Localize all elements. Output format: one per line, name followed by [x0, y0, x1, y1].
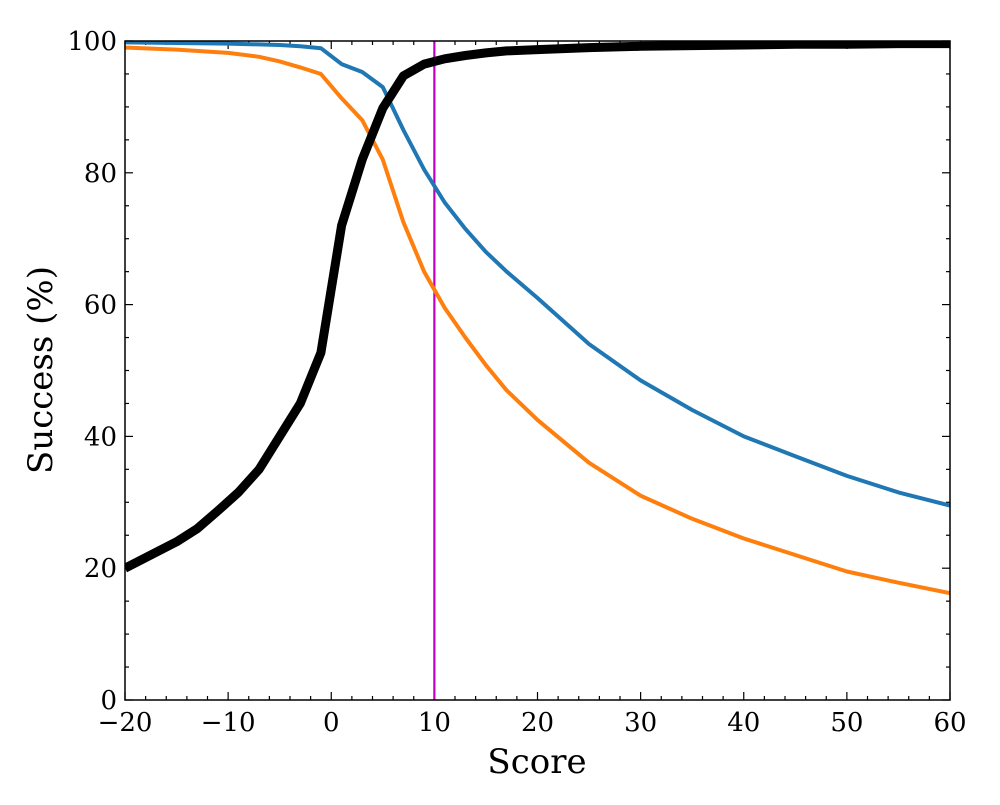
x-tick-label: 50 — [830, 708, 863, 738]
x-tick-label: −10 — [201, 708, 256, 738]
x-tick-label: 20 — [521, 708, 554, 738]
y-tick-label: 20 — [84, 554, 117, 584]
plot-layer — [125, 41, 950, 700]
series-line-3 — [125, 41, 950, 573]
y-tick-label: 60 — [84, 291, 117, 321]
x-tick-label: 40 — [727, 708, 760, 738]
x-axis-title: Score — [487, 742, 586, 782]
x-tick-label: 60 — [933, 708, 966, 738]
y-tick-label: 100 — [67, 27, 117, 57]
series-line-2 — [125, 45, 950, 596]
y-tick-label: 40 — [84, 422, 117, 452]
series-line-1 — [125, 41, 950, 508]
x-tick-label: −20 — [98, 708, 153, 738]
y-tick-label: 80 — [84, 159, 117, 189]
x-tick-label: 30 — [624, 708, 657, 738]
x-tick-label: 0 — [323, 708, 340, 738]
ticks-layer: −20 −10 0 10 20 30 40 50 60 0 20 40 60 80 100 — [67, 27, 966, 738]
y-tick-label: 0 — [100, 686, 117, 716]
frame-layer — [124, 40, 951, 701]
plot-area — [125, 41, 950, 700]
y-axis-title: Success (%) — [21, 266, 61, 474]
x-tick-label: 10 — [418, 708, 451, 738]
plot-frame — [124, 40, 951, 701]
